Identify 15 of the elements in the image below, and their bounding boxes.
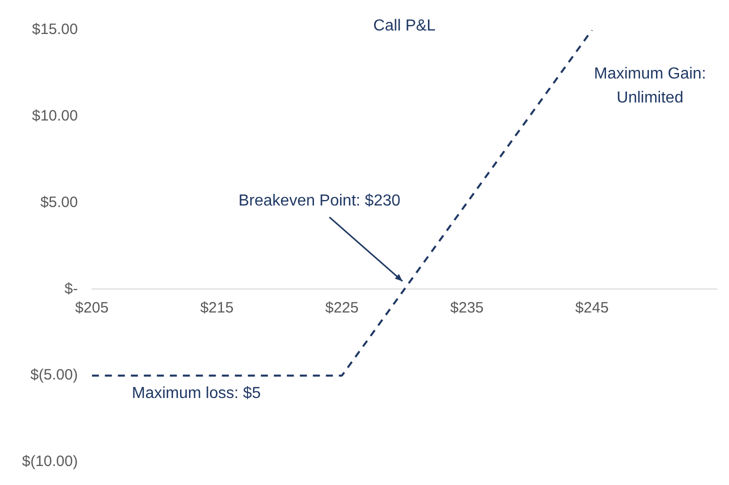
y-tick-label: $(10.00) xyxy=(22,453,78,470)
y-tick-label: $(5.00) xyxy=(30,366,78,384)
y-tick-label: $10.00 xyxy=(32,108,78,125)
x-tick-label: $225 xyxy=(325,299,359,316)
annotation: Maximum Gain: Unlimited xyxy=(594,65,706,106)
annotation: Maximum loss: $5 xyxy=(132,385,261,402)
y-tick-label: $5.00 xyxy=(40,194,78,211)
annotation: Breakeven Point: $230 xyxy=(238,192,400,210)
chart-title: Call P&L xyxy=(373,17,436,34)
x-tick-label: $215 xyxy=(200,299,234,316)
x-tick-label: $205 xyxy=(75,299,109,316)
y-tick-label: $15.00 xyxy=(32,21,78,38)
y-tick-label: $- xyxy=(64,280,78,298)
x-tick-label: $235 xyxy=(450,299,484,316)
x-tick-label: $245 xyxy=(575,299,609,316)
